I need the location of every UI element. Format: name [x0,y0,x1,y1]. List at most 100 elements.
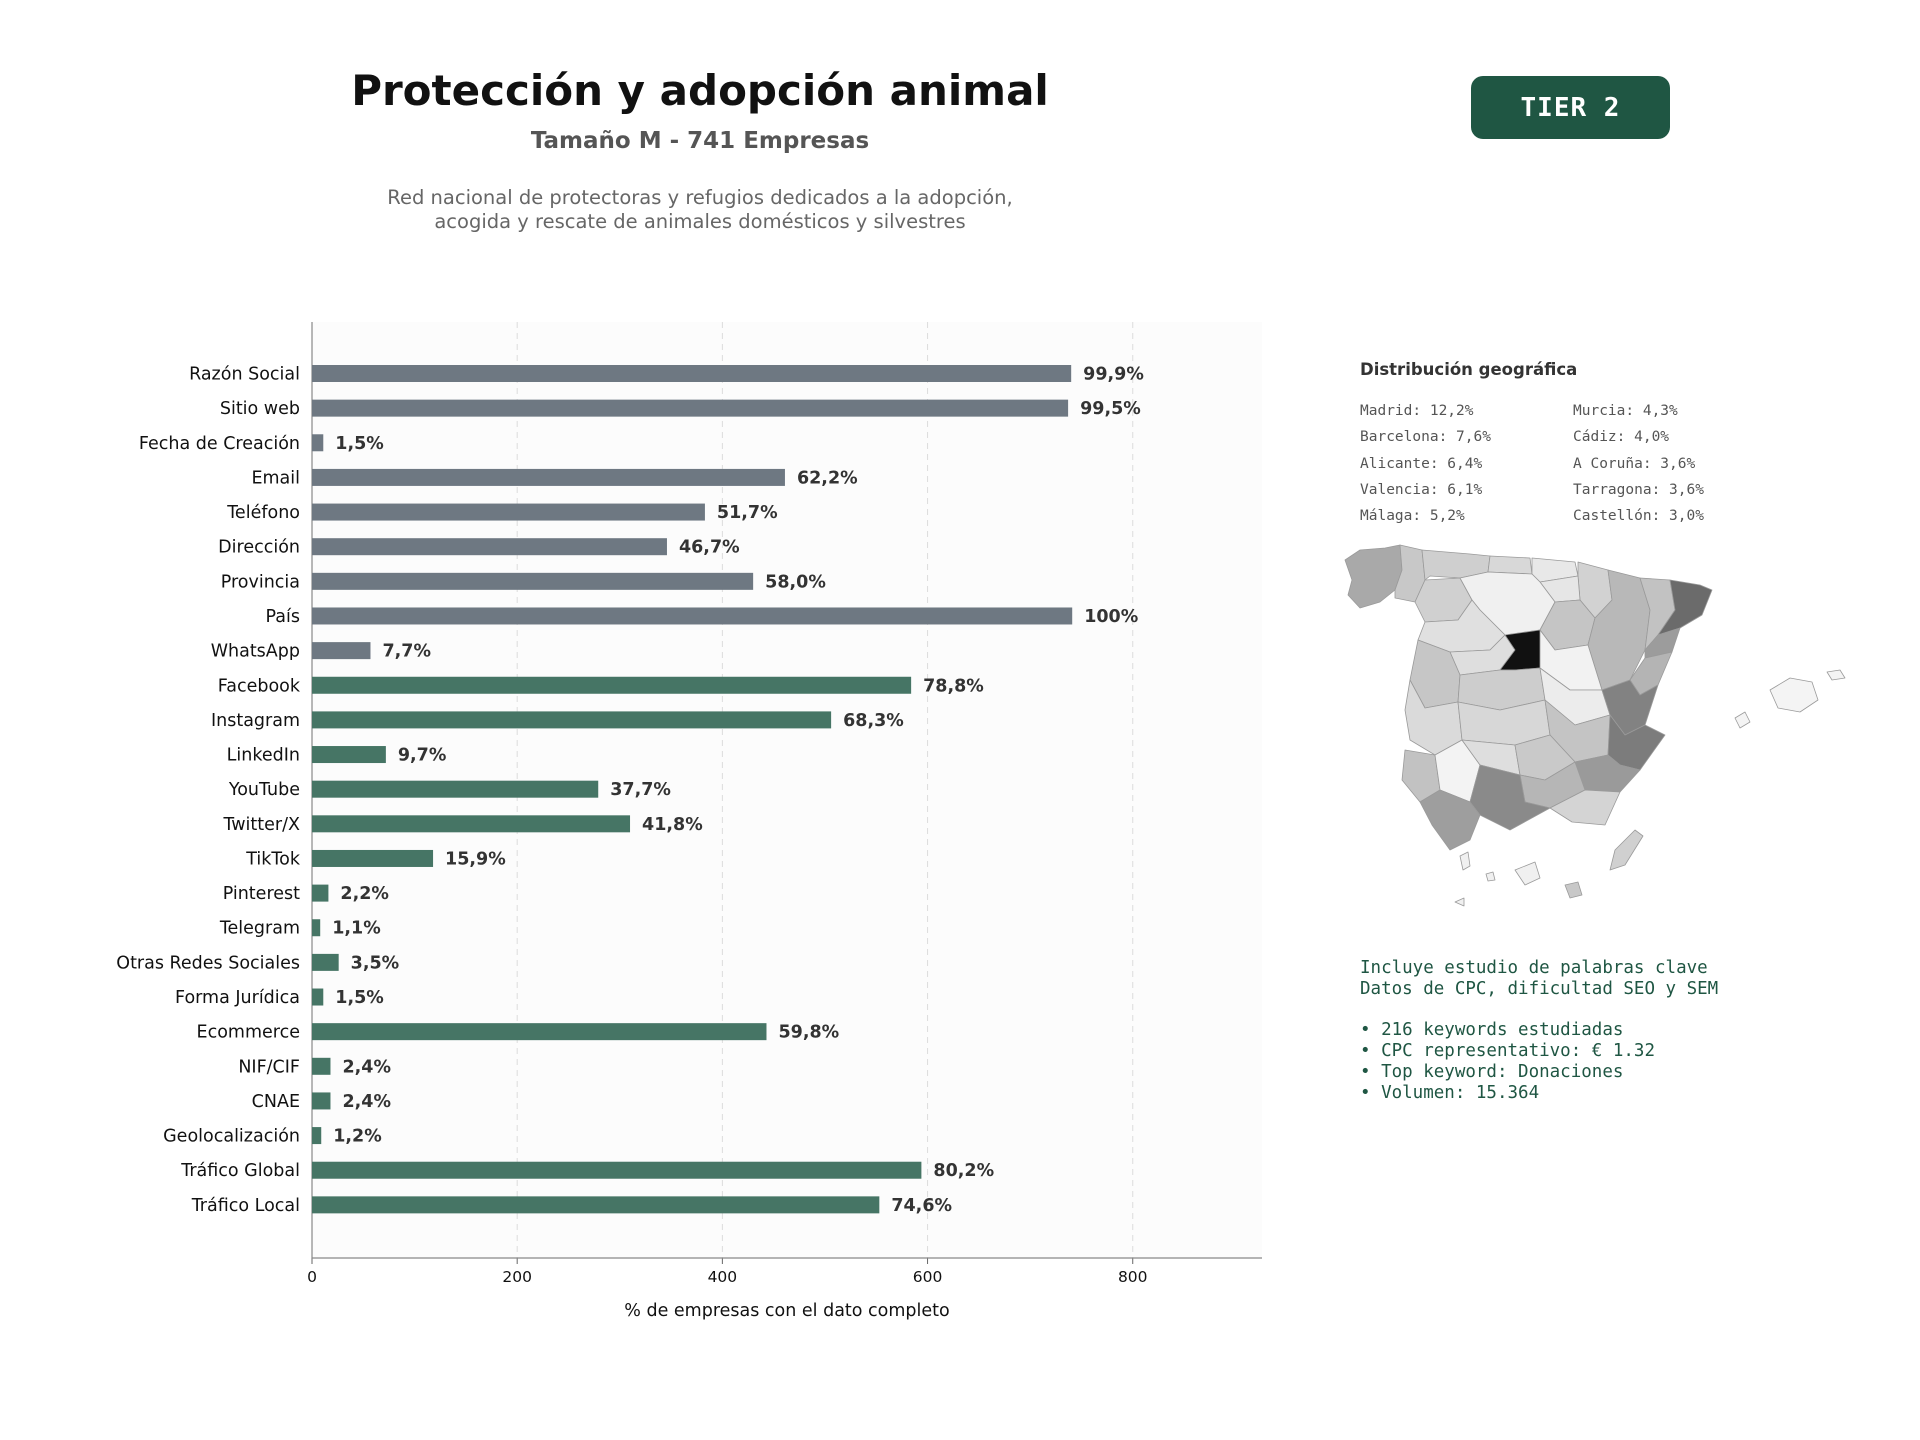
x-tick-label: 800 [1118,1268,1148,1286]
bar [312,780,599,798]
bar-value-label: 100% [1084,607,1138,627]
bar-value-label: 68,3% [843,711,904,731]
bar-value-label: 80,2% [933,1161,994,1181]
region-mallorca [1769,677,1819,713]
bar [312,642,371,660]
region-tenerife [1514,861,1541,886]
geo-item: Murcia: 4,3% [1573,403,1678,419]
bar [312,815,631,833]
region-la-palma [1459,851,1471,871]
bar [312,1057,331,1075]
bar-value-label: 37,7% [610,780,671,800]
tier-badge: TIER 2 [1471,76,1670,139]
bar [312,953,339,971]
geo-distribution-title: Distribución geográfica [1360,360,1578,379]
y-tick-label: Instagram [211,711,300,731]
bar-value-label: 41,8% [642,815,703,835]
bar-value-label: 78,8% [923,676,984,696]
region-gran-canaria [1564,881,1583,899]
y-tick-label: Ecommerce [197,1023,300,1043]
region-cantabria [1487,555,1533,575]
geo-item: Alicante: 6,4% [1360,455,1483,472]
bar [312,1127,322,1145]
region-barcelona [1657,579,1713,636]
y-tick-label: Otras Redes Sociales [116,953,300,973]
bar-value-label: 46,7% [679,538,740,558]
y-tick-label: Forma Jurídica [175,988,300,1008]
y-tick-label: LinkedIn [227,746,300,766]
bar [312,607,1073,625]
region-cadiz [1419,789,1481,851]
bar-value-label: 1,5% [335,434,384,454]
y-tick-label: Fecha de Creación [139,434,300,454]
x-tick-label: 200 [502,1268,532,1286]
x-tick-label: 0 [307,1268,317,1286]
region-fuerteventura [1609,829,1644,871]
keyword-line: Incluye estudio de palabras clave [1360,958,1708,978]
y-tick-label: Email [251,468,300,488]
bar [312,1023,767,1041]
y-tick-label: País [266,607,300,627]
region-la-gomera [1485,871,1496,882]
geo-item: A Coruña: 3,6% [1573,455,1696,472]
y-tick-label: Facebook [218,676,301,696]
y-tick-label: Tráfico Global [180,1161,300,1181]
bar [312,434,324,452]
bar-value-label: 51,7% [717,503,778,523]
geo-item: Málaga: 5,2% [1360,508,1465,525]
y-tick-label: YouTube [228,780,300,800]
keyword-bullet: • Top keyword: Donaciones [1360,1062,1624,1082]
region-el-hierro [1454,897,1465,907]
keyword-bullet: • Volumen: 15.364 [1360,1083,1540,1103]
geo-item: Cádiz: 4,0% [1573,429,1670,446]
y-tick-label: TikTok [245,849,301,869]
bar [312,849,434,867]
bar [312,884,329,902]
bar [312,365,1072,382]
page-description: Red nacional de protectoras y refugios d… [230,186,1170,234]
bar-value-label: 2,4% [342,1057,391,1077]
spain-choropleth-map [1344,544,1846,907]
region-menorca [1826,669,1846,681]
bar [312,919,321,937]
bar-value-label: 99,5% [1080,399,1141,419]
bar-value-label: 99,9% [1083,365,1144,385]
page-subtitle: Tamaño M - 741 Empresas [530,128,870,154]
y-tick-label: NIF/CIF [238,1057,300,1077]
bar [312,1196,880,1214]
region-almeria [1549,789,1621,826]
y-tick-label: Twitter/X [222,815,300,835]
bar-value-label: 58,0% [765,572,826,592]
bar [312,399,1069,417]
bar-value-label: 1,5% [335,988,384,1008]
y-tick-label: Telegram [219,919,300,939]
keyword-study-block: Incluye estudio de palabras clave Datos … [1360,958,1718,1104]
keyword-line: Datos de CPC, dificultad SEO y SEM [1360,979,1719,999]
description-line: Red nacional de protectoras y refugios d… [387,186,1013,209]
bar [312,503,705,521]
keyword-bullet: • 216 keywords estudiadas [1360,1020,1624,1040]
y-tick-label: WhatsApp [211,642,300,662]
geo-item: Castellón: 3,0% [1573,508,1704,525]
bar-value-label: 59,8% [778,1023,839,1043]
bar [312,1092,331,1110]
bar-value-label: 1,2% [333,1127,382,1147]
bar-value-label: 1,1% [332,919,381,939]
bar-value-label: 9,7% [398,746,447,766]
geo-list-right: Murcia: 4,3% Cádiz: 4,0% A Coruña: 3,6% … [1573,398,1704,529]
keyword-bullet: • CPC representativo: € 1.32 [1360,1041,1656,1061]
geo-item: Valencia: 6,1% [1360,481,1483,498]
bar [312,572,754,590]
region-galicia [1344,544,1403,609]
page-title: Protección y adopción animal [351,66,1049,115]
geo-item: Barcelona: 7,6% [1360,429,1491,446]
x-tick-label: 600 [913,1268,943,1286]
bar [312,988,324,1006]
bar [312,711,832,729]
description-line: acogida y rescate de animales domésticos… [434,210,966,233]
bar-value-label: 3,5% [351,953,400,973]
bar [312,538,667,556]
bar-value-label: 74,6% [891,1196,952,1216]
bar-value-label: 2,2% [340,884,389,904]
y-tick-label: CNAE [252,1092,300,1112]
